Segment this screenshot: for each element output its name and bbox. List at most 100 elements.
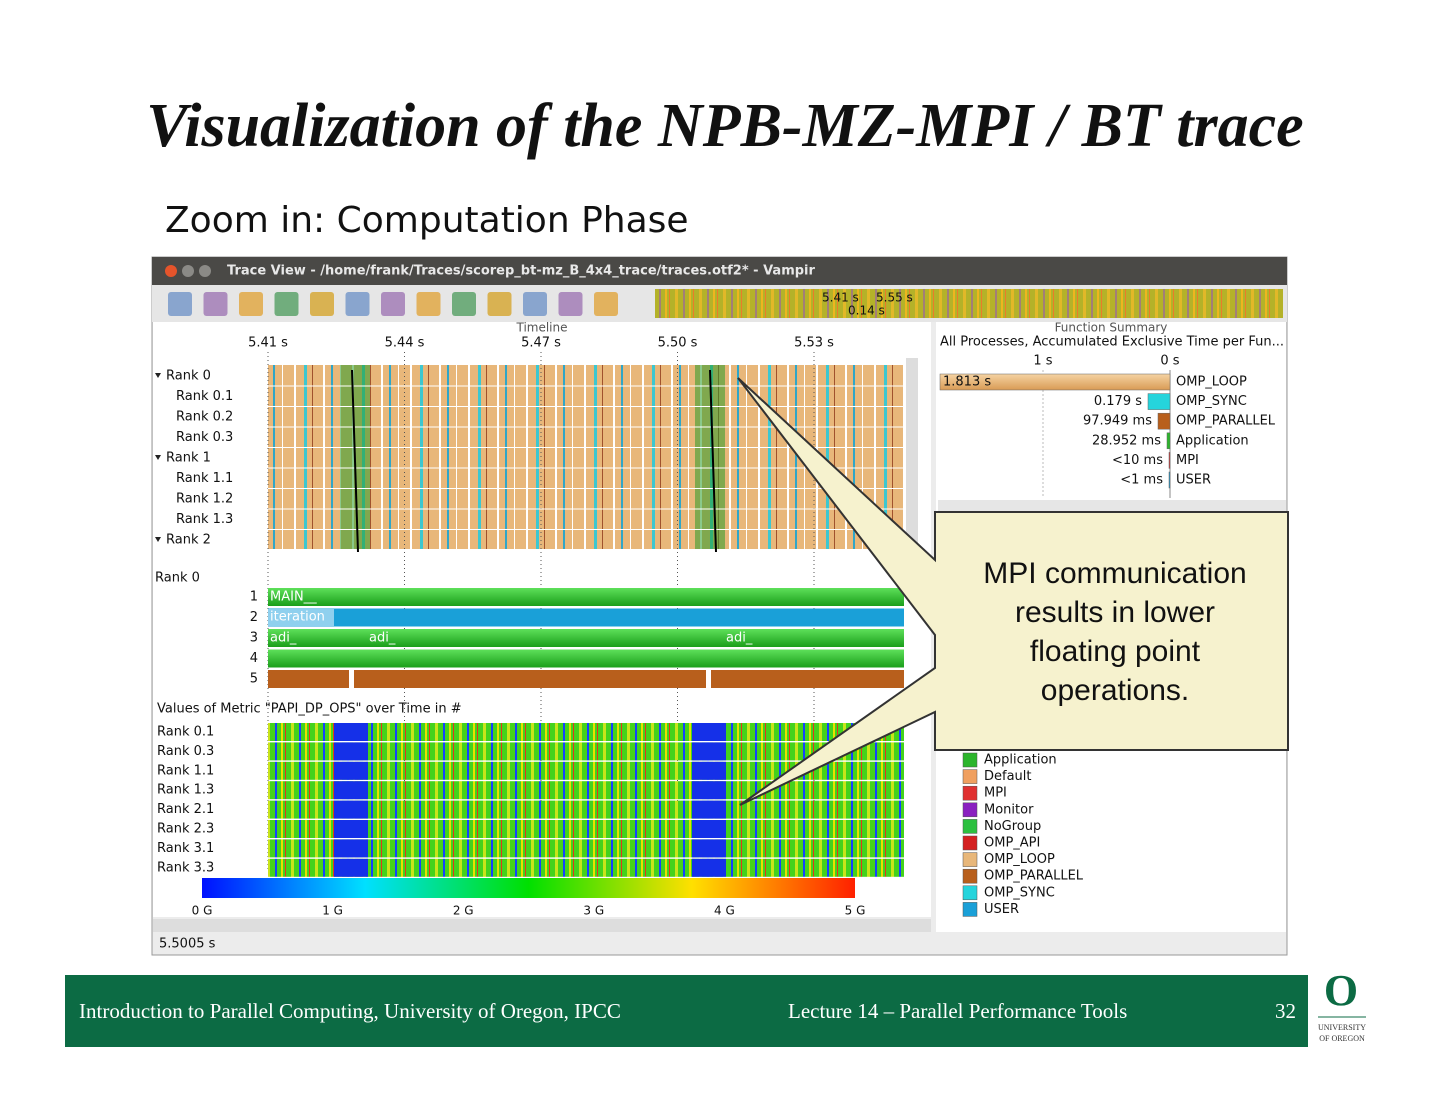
counter-band (268, 761, 904, 780)
function-label: adi_ (369, 631, 396, 646)
summary-function: MPI (1176, 453, 1199, 468)
call-bar[interactable] (268, 588, 904, 606)
level-label: 2 (250, 610, 258, 625)
counter-row-label: Rank 2.1 (157, 802, 214, 817)
footer-center: Lecture 14 – Parallel Performance Tools (788, 999, 1127, 1023)
summary-title: Function Summary (1055, 321, 1168, 335)
summary-bar[interactable] (1147, 393, 1171, 410)
content: 5.41 s 5.44 s 5.47 s 5.50 s 5.53 s Rank 0 Rank… (155, 292, 1276, 918)
legend-swatch (962, 885, 978, 901)
row-label: Rank 0.3 (176, 430, 233, 445)
summary-value: <1 ms (1120, 473, 1163, 488)
function-label: adi_ (270, 631, 297, 646)
low-ops (334, 800, 368, 819)
legend-swatch (962, 752, 978, 768)
expand-arrow (155, 537, 161, 542)
time-tick-label: 5.41 s (248, 336, 288, 351)
overview-span: 0.14 s (848, 304, 885, 318)
scale-label: 3 G (583, 904, 604, 918)
counter-band (268, 781, 904, 800)
counter-band (268, 858, 904, 877)
callout (737, 377, 1289, 806)
tool-button[interactable] (168, 292, 192, 316)
call-bar[interactable] (268, 608, 904, 627)
summary-subtitle: All Processes, Accumulated Exclusive Tim… (940, 335, 1284, 350)
logo-text: UNIVERSITY (1318, 1023, 1366, 1032)
counter-row-label: Rank 3.1 (157, 841, 214, 856)
row-label: Rank 1 (166, 451, 211, 466)
legend-label: Default (984, 769, 1032, 784)
level-label: 1 (250, 590, 258, 605)
tool-button[interactable] (345, 292, 370, 316)
call-bar[interactable] (268, 649, 904, 668)
low-ops (692, 839, 726, 858)
row-label: Rank 1.2 (176, 492, 233, 507)
tool-button[interactable] (594, 292, 618, 316)
low-ops (334, 858, 368, 877)
tool-button[interactable] (381, 292, 405, 316)
summary-bar[interactable] (1168, 452, 1171, 469)
legend-label: MPI (984, 786, 1007, 801)
close-button[interactable] (165, 265, 177, 277)
gap (706, 670, 711, 694)
summary-bar[interactable] (1157, 412, 1171, 430)
summary-function: Application (1176, 433, 1249, 448)
level-label: 5 (250, 672, 258, 687)
tool-button[interactable] (274, 292, 299, 316)
tool-button[interactable] (239, 292, 263, 316)
low-ops (692, 820, 726, 838)
horizontal-scrollbar[interactable] (153, 919, 931, 932)
color-scale (202, 878, 855, 898)
low-ops (692, 723, 726, 741)
legend-swatch (962, 835, 978, 851)
callout-text: floating point (1030, 635, 1201, 668)
legend-label: USER (984, 902, 1019, 917)
tool-button[interactable] (523, 292, 547, 316)
counter-row-label: Rank 3.3 (157, 860, 214, 875)
tool-button[interactable] (203, 292, 228, 316)
row-label: Rank 0.1 (176, 389, 233, 404)
summary-function: OMP_LOOP (1176, 375, 1247, 390)
overview-texture (655, 289, 1283, 318)
time-tick-label: 5.47 s (521, 336, 561, 351)
tool-button[interactable] (416, 292, 441, 316)
callout-text: MPI communication (983, 557, 1246, 590)
page-number: 32 (1275, 999, 1296, 1023)
call-bar[interactable] (268, 629, 904, 647)
row-label: Rank 1.1 (176, 471, 233, 486)
legend-swatch (962, 802, 978, 818)
slide-subtitle: Zoom in: Computation Phase (165, 200, 689, 241)
counter-row-label: Rank 0.3 (157, 744, 214, 759)
time-tick-label: 5.50 s (658, 336, 698, 351)
level-label: 4 (250, 651, 258, 666)
title-bar (152, 257, 1287, 285)
summary-value: 0.179 s (1094, 394, 1142, 409)
tool-button[interactable] (452, 292, 476, 316)
legend-swatch (962, 902, 978, 917)
tool-button[interactable] (487, 292, 512, 316)
minimize-button[interactable] (182, 265, 194, 277)
maximize-button[interactable] (199, 265, 211, 277)
message-line (351, 369, 359, 553)
low-ops (692, 781, 726, 800)
legend-label: Application (984, 753, 1057, 768)
footer-bar (65, 975, 1308, 1047)
summary-bar[interactable] (1166, 432, 1171, 450)
counter-row-label: Rank 1.3 (157, 783, 214, 798)
vertical-scrollbar[interactable] (906, 358, 918, 548)
tool-button[interactable] (558, 292, 583, 316)
legend-swatch (962, 785, 978, 801)
counter-band (268, 839, 904, 858)
call-bar[interactable] (268, 670, 904, 688)
scale-label: 1 G (322, 904, 343, 918)
iteration-highlight (268, 609, 334, 627)
legend-label: NoGroup (984, 819, 1041, 834)
footer-left: Introduction to Parallel Computing, Univ… (79, 999, 621, 1023)
callout-text: operations. (1041, 674, 1189, 707)
summary-bar[interactable] (1168, 471, 1171, 489)
tool-button[interactable] (310, 292, 334, 316)
counter-row-label: Rank 0.1 (157, 725, 214, 740)
summary-bar[interactable] (939, 373, 1171, 391)
low-ops (334, 761, 368, 780)
process-name: Rank 0 (155, 571, 200, 586)
